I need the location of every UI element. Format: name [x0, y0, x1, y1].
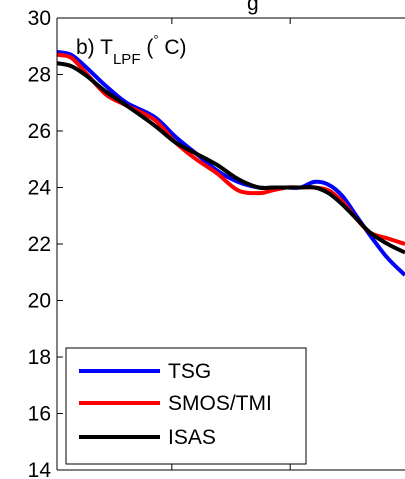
legend: TSG SMOS/TMI ISAS	[65, 347, 307, 465]
panel-label-subscript: LPF	[113, 51, 141, 68]
legend-label-isas: ISAS	[168, 426, 216, 449]
plot-area	[56, 49, 405, 277]
legend-label-tsg: TSG	[168, 360, 211, 383]
y-tick-label: 30	[28, 7, 51, 30]
y-tick-label: 20	[28, 290, 51, 313]
legend-box	[65, 347, 307, 465]
x-axis-ticks	[171, 18, 291, 470]
legend-label-smos-tmi: SMOS/TMI	[168, 392, 272, 415]
panel-label-suffix: (	[140, 36, 153, 59]
y-tick-label: 22	[28, 233, 51, 256]
y-axis-ticks: 14 16 18 20 22 24 26 28 30	[28, 7, 63, 479]
y-tick-label: 28	[28, 64, 51, 87]
chart-title-fragment: g	[247, 0, 259, 15]
panel-label: b) TLPF (° C)	[76, 32, 187, 68]
panel-label-unit: C)	[159, 36, 187, 59]
series-line-tsg	[56, 49, 405, 277]
y-tick-label: 26	[28, 120, 51, 143]
y-tick-label: 16	[28, 403, 51, 426]
y-tick-label: 24	[28, 177, 52, 200]
panel-label-prefix: b) T	[76, 36, 113, 59]
y-tick-label: 18	[28, 346, 51, 369]
panel-label-degree: °	[153, 32, 158, 47]
y-tick-label: 14	[28, 459, 52, 479]
series-line-isas	[56, 61, 405, 255]
